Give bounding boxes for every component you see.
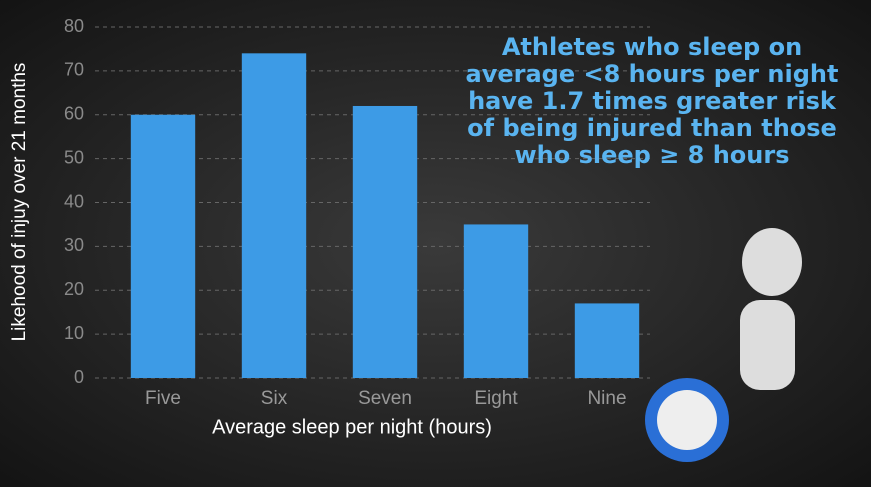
x-tick-label: Seven bbox=[358, 388, 412, 409]
y-axis-label: Likehood of injuy over 21 months bbox=[9, 63, 30, 342]
y-tick-label: 70 bbox=[64, 60, 84, 80]
annotation-line: who sleep ≥ 8 hours bbox=[514, 141, 789, 169]
annotation-line: have 1.7 times greater risk bbox=[468, 87, 837, 115]
x-axis-label: Average sleep per night (hours) bbox=[212, 416, 492, 438]
x-tick-label: Eight bbox=[474, 388, 518, 409]
bar bbox=[574, 303, 640, 378]
y-tick-label: 30 bbox=[64, 235, 84, 255]
bar bbox=[352, 105, 418, 378]
y-tick-label: 40 bbox=[64, 191, 84, 211]
x-tick-label: Five bbox=[145, 388, 181, 409]
annotation-line: of being injured than those bbox=[467, 114, 837, 142]
y-tick-label: 80 bbox=[64, 16, 84, 36]
x-tick-label: Six bbox=[261, 388, 288, 409]
y-tick-label: 10 bbox=[64, 323, 84, 343]
x-tick-label: Nine bbox=[587, 388, 626, 409]
y-tick-label: 0 bbox=[74, 367, 84, 387]
y-tick-label: 60 bbox=[64, 104, 84, 124]
bar bbox=[130, 114, 196, 378]
bar bbox=[463, 224, 529, 378]
annotation-line: Athletes who sleep on bbox=[502, 33, 802, 61]
y-tick-label: 20 bbox=[64, 279, 84, 299]
bar bbox=[241, 53, 307, 378]
annotation-line: average <8 hours per night bbox=[466, 60, 839, 88]
y-tick-label: 50 bbox=[64, 147, 84, 167]
decorative-figures bbox=[645, 228, 802, 462]
